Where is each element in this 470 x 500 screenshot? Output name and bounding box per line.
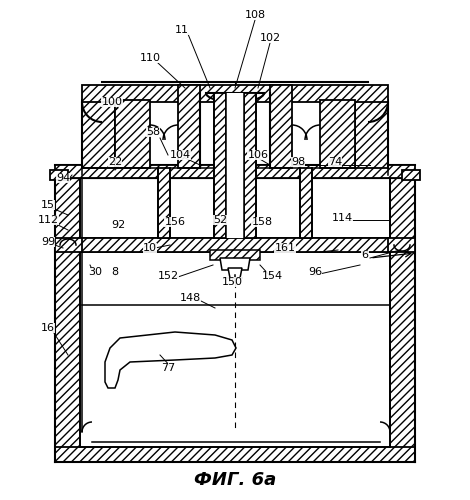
Polygon shape: [220, 258, 250, 270]
Text: 152: 152: [157, 271, 179, 281]
Text: 110: 110: [140, 53, 160, 63]
Text: 96: 96: [308, 267, 322, 277]
Text: 94: 94: [56, 173, 70, 183]
Text: 74: 74: [328, 157, 342, 167]
Polygon shape: [80, 238, 390, 252]
Polygon shape: [270, 85, 292, 168]
Text: 11: 11: [175, 25, 189, 35]
Polygon shape: [55, 165, 415, 178]
Polygon shape: [214, 93, 226, 238]
Text: 77: 77: [161, 363, 175, 373]
Polygon shape: [300, 168, 312, 238]
Polygon shape: [50, 170, 68, 180]
Text: 154: 154: [261, 271, 282, 281]
Text: 22: 22: [108, 157, 122, 167]
Text: 98: 98: [291, 157, 305, 167]
Text: 156: 156: [164, 217, 186, 227]
Polygon shape: [320, 100, 355, 168]
Text: 114: 114: [331, 213, 352, 223]
Polygon shape: [355, 100, 388, 168]
Text: 158: 158: [251, 217, 273, 227]
Text: 112: 112: [38, 215, 59, 225]
Polygon shape: [388, 238, 415, 252]
Text: 99: 99: [41, 237, 55, 247]
Text: 15: 15: [41, 200, 55, 210]
Polygon shape: [55, 447, 415, 462]
Polygon shape: [210, 250, 260, 260]
Polygon shape: [226, 93, 244, 238]
Polygon shape: [158, 168, 170, 238]
Text: 104: 104: [170, 150, 190, 160]
Text: 6: 6: [361, 250, 368, 260]
Polygon shape: [402, 170, 420, 180]
Text: 150: 150: [221, 277, 243, 287]
Polygon shape: [105, 332, 236, 388]
Text: 10: 10: [143, 243, 157, 253]
Polygon shape: [178, 85, 200, 168]
Text: 106: 106: [248, 150, 268, 160]
Polygon shape: [82, 100, 115, 168]
Text: 148: 148: [180, 293, 201, 303]
Polygon shape: [80, 178, 390, 447]
Polygon shape: [55, 238, 82, 252]
Polygon shape: [115, 100, 150, 168]
Text: 161: 161: [274, 243, 296, 253]
Polygon shape: [228, 268, 242, 278]
Text: 30: 30: [88, 267, 102, 277]
Text: 58: 58: [146, 127, 160, 137]
Text: 100: 100: [102, 97, 123, 107]
Text: 16: 16: [41, 323, 55, 333]
Text: 8: 8: [111, 267, 118, 277]
Text: 52: 52: [213, 215, 227, 225]
Polygon shape: [244, 93, 256, 238]
Text: 92: 92: [111, 220, 125, 230]
Text: ФИГ. 6а: ФИГ. 6а: [194, 471, 276, 489]
Polygon shape: [82, 85, 388, 102]
Polygon shape: [55, 178, 80, 462]
Polygon shape: [390, 178, 415, 462]
Text: 108: 108: [244, 10, 266, 20]
Text: 102: 102: [259, 33, 281, 43]
